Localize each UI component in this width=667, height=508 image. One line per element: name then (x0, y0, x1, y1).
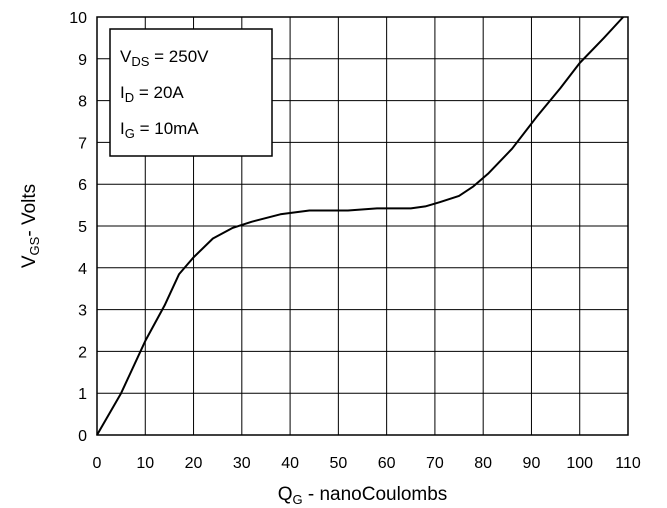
x-tick-label-100: 100 (566, 455, 593, 472)
y-axis-title-rest: - Volts (19, 184, 40, 237)
condition-vds-value: = 250V (149, 47, 209, 66)
y-tick-label-10: 10 (69, 10, 87, 27)
x-axis-title: QG - nanoCoulombs (278, 484, 448, 507)
condition-ig-subscript: G (125, 126, 135, 141)
x-tick-label-80: 80 (474, 455, 492, 472)
y-axis-title: VGS- Volts (19, 184, 42, 268)
curve-layer (96, 16, 624, 436)
x-tick-label-110: 110 (615, 455, 641, 472)
x-tick-label-60: 60 (378, 455, 396, 472)
plot-area-frame (96, 16, 629, 436)
y-tick-label-0: 0 (78, 428, 87, 445)
condition-vds-subscript: DS (131, 54, 149, 69)
x-tick-label-40: 40 (281, 455, 299, 472)
y-axis-title-main: V (19, 255, 40, 268)
condition-vds: VDS = 250V (120, 47, 209, 69)
x-tick-label-10: 10 (136, 455, 154, 472)
condition-ig-value: = 10mA (135, 119, 199, 138)
x-axis-title-main: Q (278, 484, 293, 505)
y-axis-title-subscript: GS (27, 236, 42, 255)
conditions-box (109, 28, 273, 157)
condition-id-main: I (120, 83, 125, 102)
condition-id-value: = 20A (134, 83, 184, 102)
x-tick-label-70: 70 (426, 455, 444, 472)
y-tick-label-6: 6 (78, 177, 87, 194)
y-tick-label-8: 8 (78, 94, 87, 111)
condition-vds-main: V (120, 47, 132, 66)
x-axis-title-rest: - nanoCoulombs (303, 484, 448, 505)
condition-id: ID = 20A (120, 83, 184, 105)
condition-ig: IG = 10mA (120, 119, 199, 141)
x-tick-label-50: 50 (329, 455, 347, 472)
conditions-legend: VDS = 250V ID = 20A IG = 10mA (109, 28, 273, 157)
x-axis-title-subscript: G (292, 492, 302, 507)
y-tick-label-9: 9 (78, 52, 87, 69)
y-tick-labels: 0 1 2 3 4 5 6 7 8 9 10 (69, 10, 87, 445)
x-tick-labels: 0 10 20 30 40 50 60 70 80 90 100 110 (93, 455, 641, 472)
x-tick-label-30: 30 (233, 455, 251, 472)
condition-ig-main: I (120, 119, 125, 138)
y-tick-label-2: 2 (78, 344, 87, 361)
y-tick-label-4: 4 (78, 261, 87, 278)
x-tick-label-20: 20 (185, 455, 203, 472)
y-tick-label-1: 1 (78, 386, 87, 403)
x-tick-label-0: 0 (93, 455, 102, 472)
x-tick-label-90: 90 (523, 455, 541, 472)
y-tick-label-7: 7 (78, 135, 87, 152)
y-tick-label-5: 5 (78, 219, 87, 236)
vgs-curve-0 (96, 16, 624, 436)
y-tick-label-3: 3 (78, 303, 87, 320)
condition-id-subscript: D (125, 90, 134, 105)
